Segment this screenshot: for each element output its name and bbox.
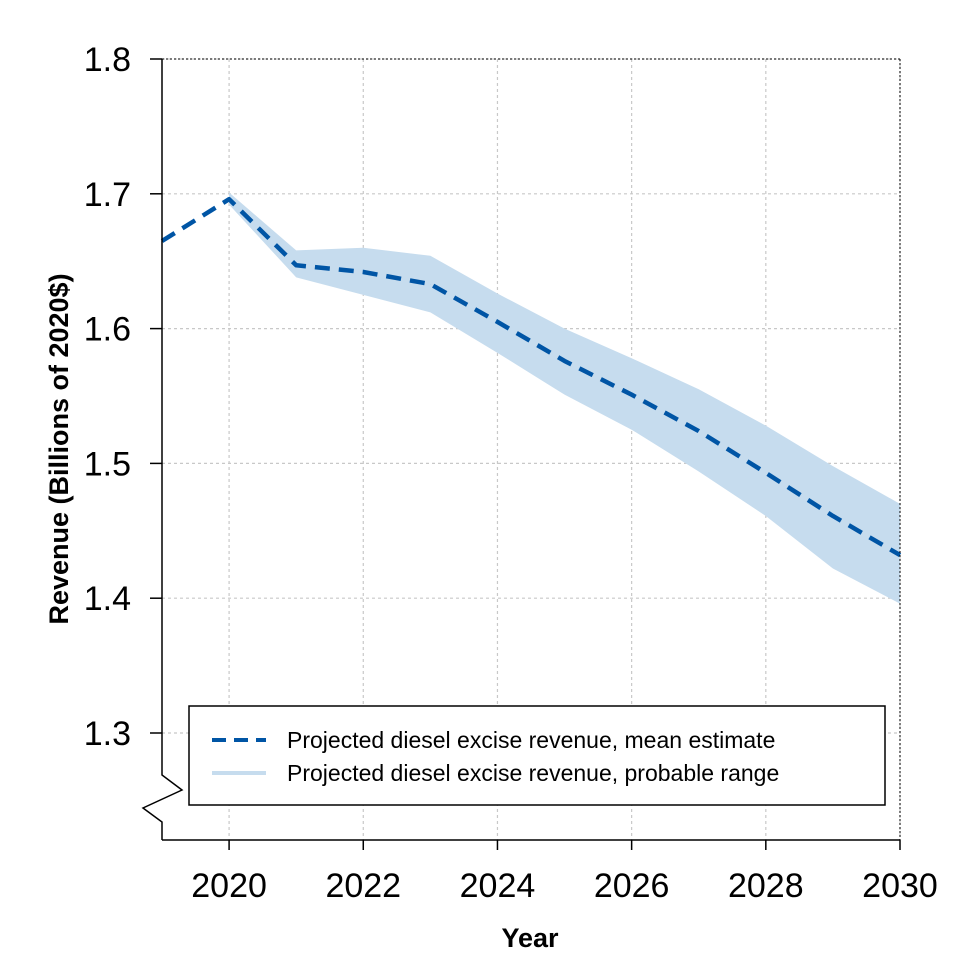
range-band-area [229,192,900,604]
y-axis-line-with-break [141,59,184,840]
x-tick-labels: 2020 2022 2024 2026 2028 2030 [191,840,938,905]
probable-range-band [229,192,900,604]
x-axis-title: Year [501,923,559,953]
legend-label-mean: Projected diesel excise revenue, mean es… [287,727,775,753]
legend: Projected diesel excise revenue, mean es… [188,705,886,806]
y-axis-title: Revenue (Billions of 2020$) [44,273,74,624]
mean-line-path [160,196,902,558]
x-tick-label: 2030 [862,867,938,905]
legend-box [188,705,886,806]
y-tick-label: 1.7 [84,176,131,214]
x-tick-label: 2026 [594,867,670,905]
axes [141,58,901,841]
y-tick-label: 1.8 [84,41,131,79]
mean-estimate-line [160,196,902,558]
y-tick-labels: 1.3 1.4 1.5 1.6 1.7 1.8 [84,41,162,753]
y-tick-label: 1.6 [84,311,131,349]
x-tick-label: 2022 [325,867,401,905]
x-tick-label: 2020 [191,867,267,905]
x-tick-label: 2024 [460,867,536,905]
legend-label-range: Projected diesel excise revenue, probabl… [287,760,779,786]
x-tick-label: 2028 [728,867,804,905]
y-tick-label: 1.4 [84,580,131,618]
y-tick-label: 1.3 [84,715,131,753]
y-tick-label: 1.5 [84,445,131,483]
